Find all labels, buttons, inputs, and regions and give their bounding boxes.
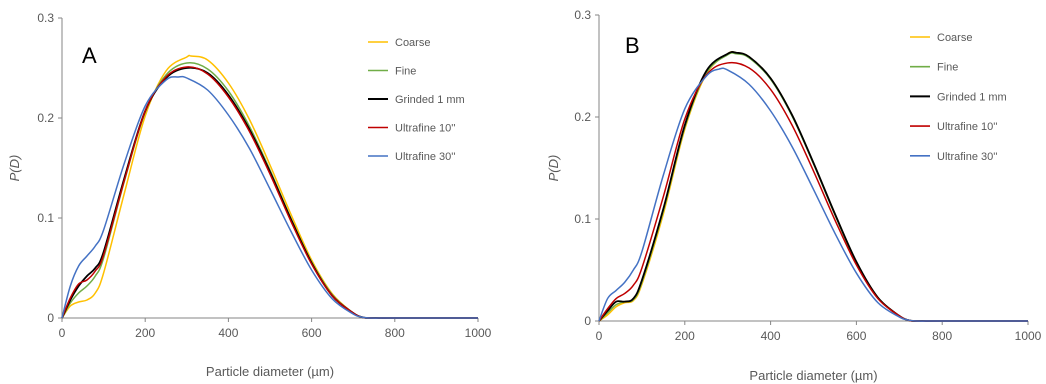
x-tick-label: 800 [932, 329, 952, 343]
x-tick-label: 0 [59, 326, 66, 340]
legend-label: Grinded 1 mm [937, 91, 1007, 103]
x-tick-label: 200 [135, 326, 155, 340]
x-tick-label: 1000 [1015, 329, 1042, 343]
x-tick-label: 1000 [465, 326, 492, 340]
y-tick-label: 0.2 [574, 110, 591, 124]
legend-label: Grinded 1 mm [395, 94, 465, 106]
chart-panel-a: 0 0.1 0.2 0.3 0 200 400 600 800 1000 Particle diam… [7, 11, 492, 379]
x-axis-label: Particle diameter (µm) [206, 364, 334, 379]
y-tick-label: 0.1 [574, 212, 591, 226]
x-tick-label: 600 [846, 329, 866, 343]
legend-label: Coarse [937, 32, 972, 44]
y-tick-label: 0.2 [37, 111, 54, 125]
x-axis-label: Particle diameter (µm) [749, 368, 877, 383]
legend-label: Ultrafine 10'' [395, 123, 455, 135]
y-tick-label: 0 [584, 314, 591, 328]
x-tick-label: 0 [596, 329, 603, 343]
panel-letter: A [82, 43, 97, 68]
y-axis-label: P(D) [546, 155, 561, 182]
panel-letter: B [625, 33, 640, 58]
y-tick-label: 0.1 [37, 211, 54, 225]
y-tick-label: 0 [47, 311, 54, 325]
legend-label: Fine [395, 66, 416, 78]
series-line [598, 67, 1028, 322]
y-tick-label: 0.3 [574, 8, 591, 22]
y-axis-label: P(D) [7, 155, 22, 182]
series-line [61, 75, 478, 319]
legend-label: Coarse [395, 37, 430, 49]
x-tick-label: 800 [385, 326, 405, 340]
legend-label: Fine [937, 62, 958, 74]
legend: Coarse Fine Grinded 1 mm Ultrafine 10'' Ultr… [368, 37, 465, 163]
legend-label: Ultrafine 10'' [937, 121, 997, 133]
x-tick-label: 200 [675, 329, 695, 343]
y-tick-label: 0.3 [37, 11, 54, 25]
chart-panel-b: 0 0.1 0.2 0.3 0 200 400 600 800 1000 Particle diam… [546, 8, 1042, 383]
legend-label: Ultrafine 30'' [395, 151, 455, 163]
legend-label: Ultrafine 30'' [937, 151, 997, 163]
x-tick-label: 400 [761, 329, 781, 343]
x-tick-label: 600 [302, 326, 322, 340]
x-tick-label: 400 [218, 326, 238, 340]
legend: Coarse Fine Grinded 1 mm Ultrafine 10'' Ultr… [910, 32, 1007, 163]
